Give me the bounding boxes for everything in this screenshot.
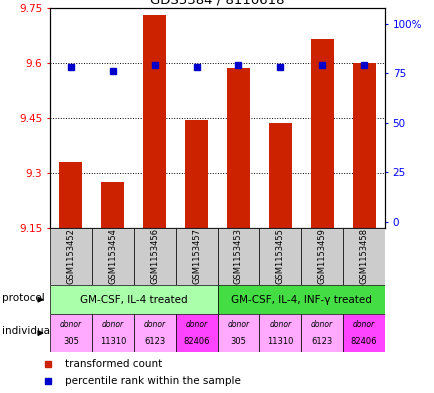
- Text: donor: donor: [60, 320, 82, 329]
- Text: 82406: 82406: [350, 337, 376, 346]
- Bar: [342, 314, 384, 352]
- Text: transformed count: transformed count: [65, 358, 162, 369]
- Bar: [50, 228, 92, 285]
- Bar: [143, 15, 166, 228]
- Text: 11310: 11310: [266, 337, 293, 346]
- Text: GM-CSF, IL-4 treated: GM-CSF, IL-4 treated: [80, 295, 187, 305]
- Bar: [342, 228, 384, 285]
- Bar: [217, 285, 384, 314]
- Bar: [134, 228, 175, 285]
- Text: 305: 305: [63, 337, 79, 346]
- Text: GM-CSF, IL-4, INF-γ treated: GM-CSF, IL-4, INF-γ treated: [230, 295, 371, 305]
- Text: 11310: 11310: [99, 337, 126, 346]
- Bar: [268, 123, 291, 228]
- Text: donor: donor: [352, 320, 374, 329]
- Bar: [50, 314, 92, 352]
- Bar: [300, 228, 342, 285]
- Title: GDS5384 / 8110618: GDS5384 / 8110618: [150, 0, 284, 7]
- Text: 6123: 6123: [311, 337, 332, 346]
- Text: donor: donor: [269, 320, 291, 329]
- Text: individual: individual: [3, 326, 53, 336]
- Bar: [217, 314, 259, 352]
- Bar: [184, 120, 207, 228]
- Bar: [217, 228, 259, 285]
- Bar: [310, 39, 333, 228]
- Text: 6123: 6123: [144, 337, 165, 346]
- Text: donor: donor: [185, 320, 207, 329]
- Text: percentile rank within the sample: percentile rank within the sample: [65, 376, 241, 386]
- Bar: [134, 314, 175, 352]
- Text: GSM1153454: GSM1153454: [108, 228, 117, 285]
- Bar: [50, 285, 217, 314]
- Bar: [175, 228, 217, 285]
- Text: donor: donor: [102, 320, 124, 329]
- Text: GSM1153459: GSM1153459: [317, 228, 326, 285]
- Bar: [92, 314, 134, 352]
- Bar: [352, 63, 375, 228]
- Text: donor: donor: [227, 320, 249, 329]
- Bar: [227, 68, 250, 228]
- Bar: [175, 314, 217, 352]
- Bar: [300, 314, 342, 352]
- Text: donor: donor: [143, 320, 165, 329]
- Bar: [259, 228, 300, 285]
- Text: GSM1153458: GSM1153458: [359, 228, 368, 285]
- Text: GSM1153452: GSM1153452: [66, 228, 75, 285]
- Text: protocol: protocol: [3, 293, 45, 303]
- Text: GSM1153453: GSM1153453: [233, 228, 242, 285]
- Bar: [59, 162, 82, 228]
- Text: GSM1153455: GSM1153455: [275, 228, 284, 285]
- Text: donor: donor: [310, 320, 332, 329]
- Text: 305: 305: [230, 337, 246, 346]
- Text: GSM1153456: GSM1153456: [150, 228, 159, 285]
- Bar: [92, 228, 134, 285]
- Bar: [259, 314, 300, 352]
- Text: GSM1153457: GSM1153457: [192, 228, 201, 285]
- Text: 82406: 82406: [183, 337, 209, 346]
- Bar: [101, 182, 124, 228]
